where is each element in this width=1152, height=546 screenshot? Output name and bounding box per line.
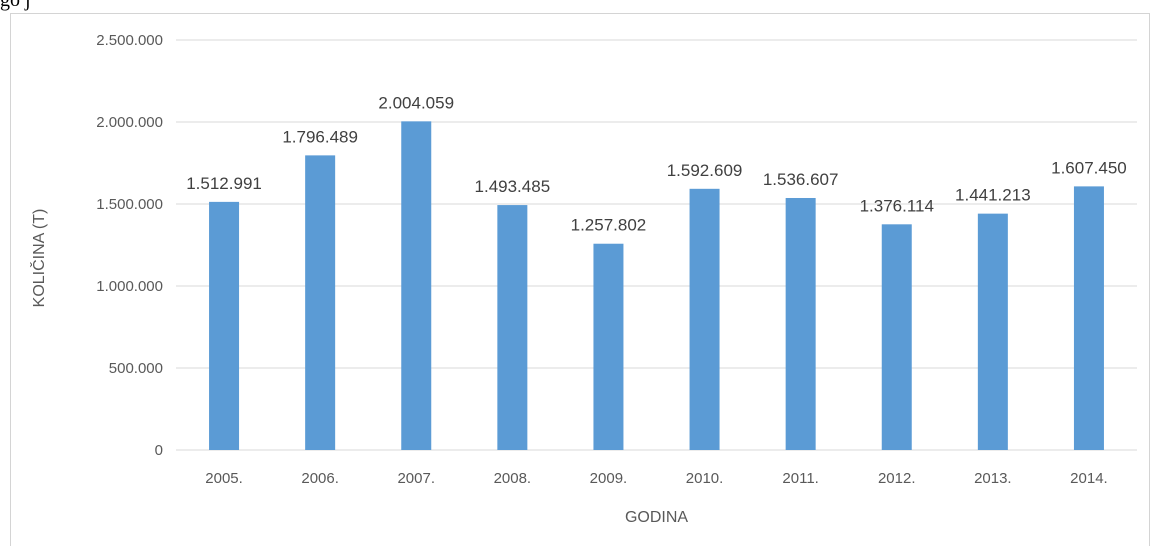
y-tick-label: 2.000.000 xyxy=(96,114,163,131)
x-tick-label: 2010. xyxy=(686,470,724,487)
data-label: 1.796.489 xyxy=(282,127,358,146)
y-tick-label: 2.500.000 xyxy=(96,32,163,49)
bar-2010 xyxy=(689,188,720,450)
data-label: 1.257.802 xyxy=(571,216,647,235)
bar-2014 xyxy=(1073,186,1104,450)
x-tick-label: 2007. xyxy=(397,470,435,487)
x-tick-label: 2011. xyxy=(782,470,818,487)
chart-frame xyxy=(10,13,1150,546)
cropped-heading-fragment: go j xyxy=(0,0,31,11)
data-label: 1.493.485 xyxy=(475,177,551,196)
x-axis-title: GODINA xyxy=(625,509,688,526)
gridlines xyxy=(176,39,1137,451)
x-tick-label: 2013. xyxy=(974,470,1012,487)
data-label: 1.441.213 xyxy=(955,186,1031,205)
data-label: 1.512.991 xyxy=(186,174,262,193)
data-label: 1.592.609 xyxy=(667,161,743,180)
data-label: 2.004.059 xyxy=(378,93,454,112)
y-tick-label: 0 xyxy=(155,442,163,459)
y-tick-labels: 0 500.000 1.000.000 1.500.000 2.000.000 2.500… xyxy=(96,32,163,459)
bar-2013 xyxy=(977,213,1008,450)
x-tick-label: 2005. xyxy=(205,470,243,487)
x-tick-label: 2012. xyxy=(878,470,916,487)
x-tick-label: 2009. xyxy=(590,470,628,487)
data-labels: 1.512.991 1.796.489 2.004.059 1.493.485 1.25… xyxy=(186,93,1127,234)
x-tick-labels: 2005. 2006. 2007. 2008. 2009. 2010. 2011. 2012.… xyxy=(205,470,1107,487)
bar-2012 xyxy=(881,224,912,450)
data-label: 1.536.607 xyxy=(763,170,839,189)
bar-2011 xyxy=(785,197,816,450)
bar-2008 xyxy=(497,205,528,450)
bar-2006 xyxy=(305,155,336,451)
bar-2009 xyxy=(593,243,624,450)
x-tick-label: 2014. xyxy=(1070,470,1108,487)
y-axis-title: KOLIČINA (T) xyxy=(29,209,48,308)
x-tick-label: 2008. xyxy=(494,470,532,487)
y-tick-label: 500.000 xyxy=(109,360,163,377)
data-label: 1.607.450 xyxy=(1051,158,1127,177)
y-tick-label: 1.500.000 xyxy=(96,196,163,213)
bars xyxy=(209,121,1104,451)
bar-2005 xyxy=(209,201,240,450)
data-label: 1.376.114 xyxy=(860,196,934,215)
bar-2007 xyxy=(401,121,432,451)
x-tick-label: 2006. xyxy=(301,470,339,487)
y-tick-label: 1.000.000 xyxy=(96,278,163,295)
